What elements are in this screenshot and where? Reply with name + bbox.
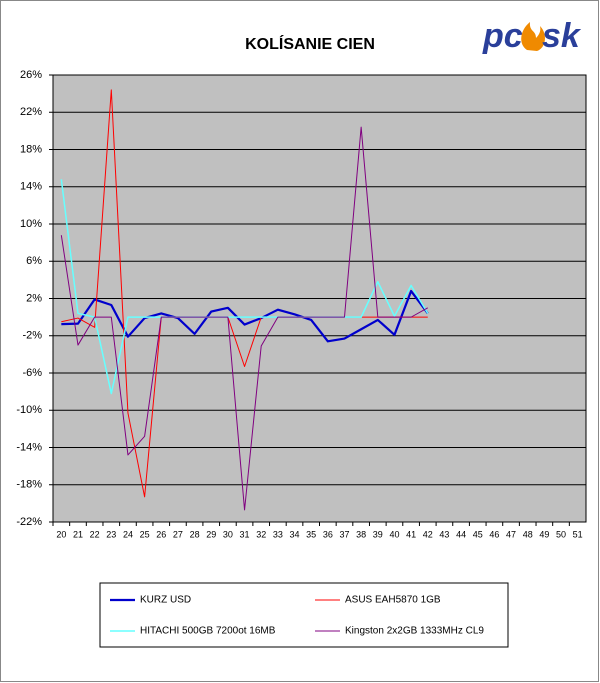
y-tick-label: -2% <box>22 330 42 342</box>
x-tick-label: 25 <box>140 529 150 539</box>
x-tick-label: 51 <box>573 529 583 539</box>
x-tick-label: 30 <box>223 529 233 539</box>
x-tick-label: 20 <box>56 529 66 539</box>
x-tick-label: 22 <box>90 529 100 539</box>
y-tick-label: -6% <box>22 367 42 379</box>
legend-box <box>99 582 509 648</box>
x-tick-label: 38 <box>356 529 366 539</box>
x-tick-label: 48 <box>523 529 533 539</box>
y-tick-label: -22% <box>16 516 42 528</box>
x-tick-label: 50 <box>556 529 566 539</box>
x-tick-label: 24 <box>123 529 133 539</box>
x-tick-label: 49 <box>539 529 549 539</box>
legend-label: HITACHI 500GB 7200ot 16MB <box>140 626 276 637</box>
x-tick-label: 37 <box>339 529 349 539</box>
x-tick-label: 40 <box>389 529 399 539</box>
x-tick-label: 29 <box>206 529 216 539</box>
x-tick-label: 41 <box>406 529 416 539</box>
x-tick-label: 34 <box>290 529 300 539</box>
y-tick-label: 10% <box>20 218 42 230</box>
legend-label: Kingston 2x2GB 1333MHz CL9 <box>345 626 484 637</box>
x-tick-label: 46 <box>489 529 499 539</box>
x-tick-label: 32 <box>256 529 266 539</box>
y-tick-label: 26% <box>20 69 42 81</box>
x-tick-label: 23 <box>106 529 116 539</box>
series-line <box>60 179 429 395</box>
x-tick-label: 44 <box>456 529 466 539</box>
y-tick-label: 6% <box>26 255 42 267</box>
x-tick-label: 28 <box>190 529 200 539</box>
series-line <box>61 89 428 498</box>
x-tick-label: 33 <box>273 529 283 539</box>
x-tick-label: 39 <box>373 529 383 539</box>
x-tick-label: 31 <box>240 529 250 539</box>
x-tick-label: 21 <box>73 529 83 539</box>
series-line <box>61 289 429 343</box>
y-tick-label: -14% <box>16 441 42 453</box>
x-tick-label: 26 <box>156 529 166 539</box>
logo-right: sk <box>542 17 582 55</box>
x-tick-label: 43 <box>439 529 449 539</box>
y-tick-label: 18% <box>20 143 42 155</box>
legend-label: ASUS EAH5870 1GB <box>345 595 441 606</box>
y-tick-label: 2% <box>26 292 42 304</box>
chart-title: KOLÍSANIE CIEN <box>245 34 375 53</box>
logo-flame <box>521 22 546 51</box>
x-tick-label: 45 <box>473 529 483 539</box>
y-tick-label: 22% <box>20 106 42 118</box>
series-line <box>60 126 429 511</box>
y-tick-label: -10% <box>16 404 42 416</box>
y-tick-label: 14% <box>20 181 42 193</box>
x-tick-label: 27 <box>173 529 183 539</box>
x-tick-label: 36 <box>323 529 333 539</box>
x-tick-label: 42 <box>423 529 433 539</box>
x-tick-label: 47 <box>506 529 516 539</box>
legend-label: KURZ USD <box>140 595 191 606</box>
logo-left: pc <box>482 17 523 55</box>
x-tick-label: 35 <box>306 529 316 539</box>
y-tick-label: -18% <box>16 479 42 491</box>
